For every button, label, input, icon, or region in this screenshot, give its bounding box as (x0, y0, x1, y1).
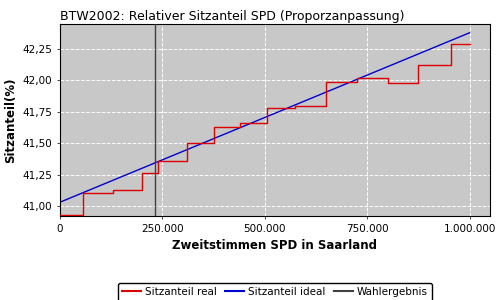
Legend: Sitzanteil real, Sitzanteil ideal, Wahlergebnis: Sitzanteil real, Sitzanteil ideal, Wahle… (118, 283, 432, 300)
X-axis label: Zweitstimmen SPD in Saarland: Zweitstimmen SPD in Saarland (172, 239, 378, 252)
Text: BTW2002: Relativer Sitzanteil SPD (Proporzanpassung): BTW2002: Relativer Sitzanteil SPD (Propo… (60, 10, 404, 23)
Y-axis label: Sitzanteil(%): Sitzanteil(%) (4, 77, 17, 163)
